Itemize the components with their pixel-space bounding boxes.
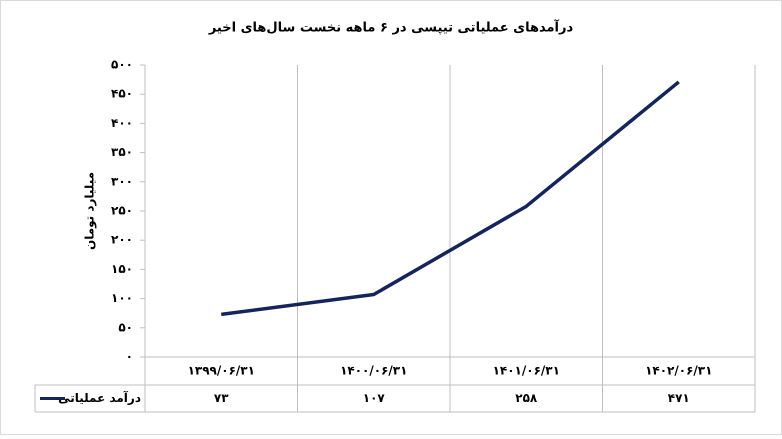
y-tick-label: ۵۰	[118, 320, 133, 334]
y-tick-label: ۳۰۰	[111, 174, 133, 188]
y-tick-label: ۰	[126, 350, 133, 364]
y-tick-label: ۲۰۰	[111, 233, 133, 247]
y-tick-label: ۴۵۰	[111, 87, 133, 101]
x-tick-label: ۱۴۰۱/۰۶/۳۱	[493, 364, 560, 378]
x-tick-label: ۱۴۰۲/۰۶/۳۱	[645, 364, 712, 378]
y-tick-label: ۵۰۰	[111, 58, 133, 72]
y-tick-label: ۱۰۰	[111, 291, 133, 305]
data-label: ۴۷۱	[668, 391, 690, 405]
y-tick-label: ۱۵۰	[111, 262, 133, 276]
y-tick-label: ۳۵۰	[111, 145, 133, 159]
y-tick-label: ۴۰۰	[111, 116, 133, 130]
y-axis-label: میلیارد تومان	[83, 172, 98, 250]
x-tick-label: ۱۴۰۰/۰۶/۳۱	[340, 364, 407, 378]
legend-label: درآمد عملیاتی	[58, 390, 141, 405]
data-label: ۱۰۷	[363, 391, 386, 405]
data-label: ۲۵۸	[515, 391, 538, 405]
x-tick-label: ۱۳۹۹/۰۶/۳۱	[188, 364, 255, 378]
chart-title: درآمدهای عملیاتی تیپسی در ۶ ماهه نخست سا…	[208, 19, 574, 36]
data-label: ۷۳	[214, 391, 229, 405]
y-tick-label: ۲۵۰	[111, 204, 133, 218]
series-line	[221, 80, 680, 317]
